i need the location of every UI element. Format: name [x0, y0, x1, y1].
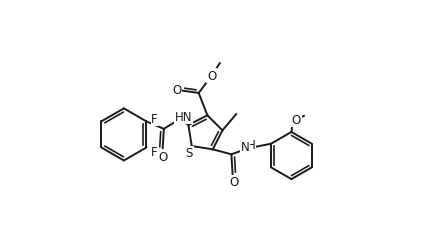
Text: S: S	[186, 147, 193, 160]
Text: HN: HN	[175, 110, 192, 124]
Text: N: N	[241, 140, 249, 153]
Text: H: H	[246, 138, 255, 151]
Text: F: F	[151, 113, 158, 126]
Text: O: O	[207, 70, 216, 83]
Text: O: O	[158, 150, 167, 163]
Text: O: O	[229, 176, 239, 188]
Text: F: F	[151, 145, 157, 158]
Text: O: O	[172, 84, 181, 96]
Text: O: O	[292, 114, 301, 126]
